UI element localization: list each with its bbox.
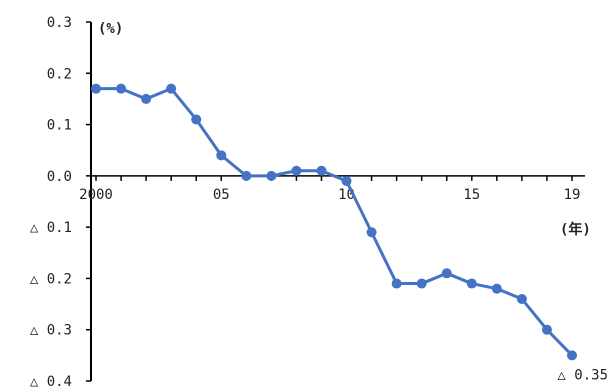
x-tick-label: 15: [463, 187, 480, 203]
series-points: [91, 83, 577, 361]
y-tick-label: 0.1: [47, 118, 72, 134]
y-tick-label: △ 0.1: [30, 220, 72, 236]
y-tick-label: 0.0: [47, 169, 72, 185]
data-point: [166, 83, 177, 94]
data-point: [541, 324, 552, 335]
x-tick-label: 2000: [79, 187, 113, 203]
series-line: [96, 87, 574, 357]
y-unit-label: (%): [98, 21, 123, 37]
data-point: [291, 165, 302, 176]
data-point: [366, 227, 377, 238]
data-point: [216, 150, 227, 161]
end-value-annotation: △ 0.35: [557, 367, 608, 383]
y-tick-labels: 0.3 0.2 0.1 0.0 △ 0.1 △ 0.2 △ 0.3 △ 0.4: [30, 15, 72, 388]
data-point: [516, 293, 527, 304]
data-point: [266, 170, 277, 181]
data-point: [441, 268, 452, 279]
data-point: [191, 114, 202, 125]
y-tick-label: △ 0.3: [30, 323, 72, 339]
x-tick-labels: 2000 05 10 15 19: [79, 187, 580, 203]
y-tick-label: 0.2: [47, 66, 72, 82]
data-point: [567, 350, 577, 361]
x-tick-label: 19: [564, 187, 581, 203]
data-point: [491, 283, 502, 294]
data-point: [116, 83, 127, 94]
x-tick-label: 05: [213, 187, 230, 203]
y-tick-label: △ 0.2: [30, 271, 72, 287]
y-tick-label: △ 0.4: [30, 374, 72, 388]
data-point: [341, 175, 352, 186]
data-point: [91, 83, 101, 94]
data-point: [416, 278, 427, 289]
data-point: [391, 278, 402, 289]
y-ticks: [86, 21, 91, 382]
data-point: [141, 93, 152, 104]
y-tick-label: 0.3: [47, 15, 72, 31]
data-point: [241, 170, 252, 181]
data-point: [316, 165, 327, 176]
x-unit-label: (年): [560, 221, 591, 238]
data-point: [466, 278, 477, 289]
